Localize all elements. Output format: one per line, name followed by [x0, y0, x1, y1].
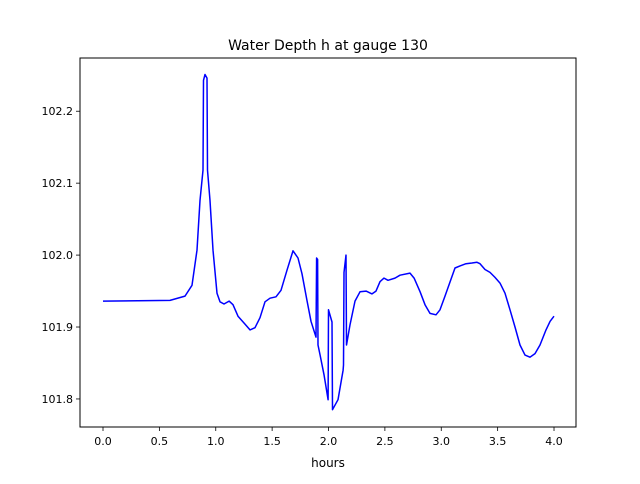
- x-tick-label: 2.0: [320, 435, 338, 448]
- x-tick-label: 3.5: [489, 435, 507, 448]
- y-tick-label: 101.8: [42, 393, 74, 406]
- series-line-h: [102, 73, 555, 411]
- y-axis-ticks: 101.8 101.9 102.0 102.1 102.2: [42, 105, 80, 406]
- x-tick-label: 2.5: [376, 435, 394, 448]
- y-tick-label: 101.9: [42, 321, 74, 334]
- plot-frame: [79, 57, 577, 428]
- x-tick-label: 1.5: [263, 435, 281, 448]
- x-axis-label: hours: [311, 456, 345, 470]
- x-axis-ticks: 0.0 0.5 1.0 1.5 2.0 2.5 3.0 3.5 4.0: [94, 427, 563, 448]
- x-tick-label: 1.0: [207, 435, 225, 448]
- plot-marks: [102, 73, 555, 411]
- chart-title: Water Depth h at gauge 130: [228, 38, 428, 54]
- y-tick-label: 102.2: [42, 105, 74, 118]
- x-tick-label: 0.5: [151, 435, 169, 448]
- y-tick-label: 102.1: [42, 177, 74, 190]
- x-tick-label: 4.0: [545, 435, 563, 448]
- y-tick-label: 102.0: [42, 249, 74, 262]
- x-tick-label: 3.0: [433, 435, 451, 448]
- x-tick-label: 0.0: [94, 435, 112, 448]
